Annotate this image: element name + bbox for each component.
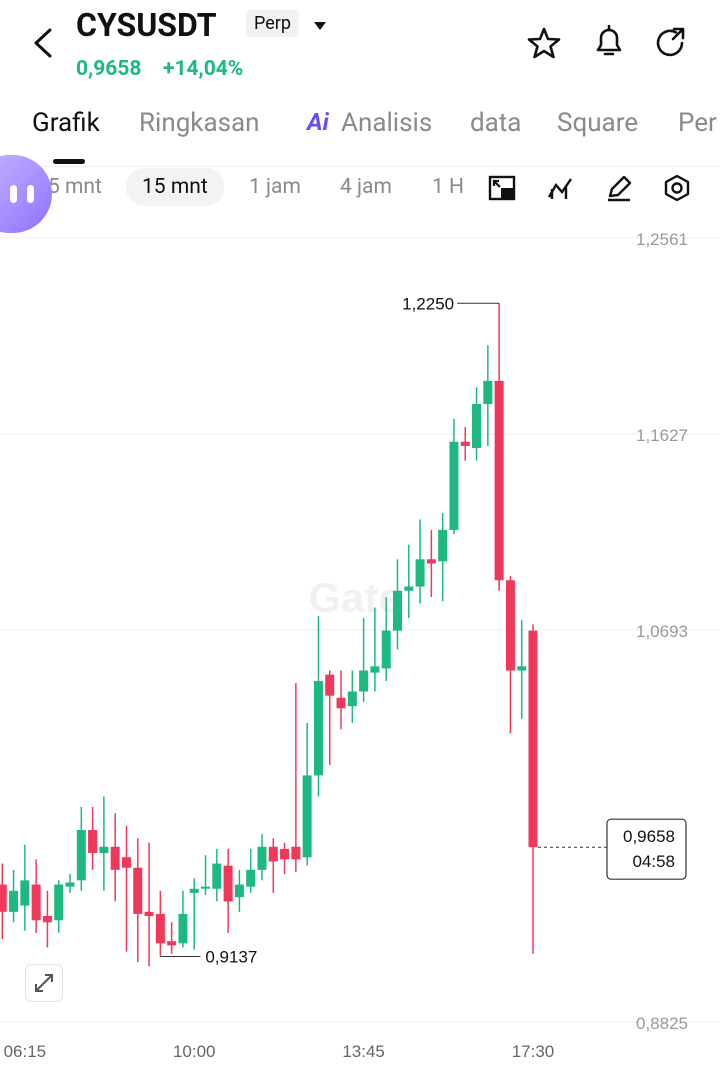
refresh-icon[interactable] — [654, 25, 690, 61]
candle-body — [381, 630, 391, 669]
y-tick-label: 0,8825 — [636, 1014, 688, 1033]
interval[interactable]: 1 jam — [249, 175, 301, 199]
x-tick-label: 17:30 — [512, 1042, 555, 1061]
tool-bar — [470, 170, 720, 206]
candle-body — [257, 846, 267, 870]
ai-icon: Ai — [307, 108, 329, 136]
candle-body — [42, 916, 52, 923]
y-tick-label: 1,2561 — [636, 230, 688, 249]
last-price-box — [606, 818, 687, 880]
fullscreen-button[interactable] — [25, 964, 63, 1002]
annotation-label: 0,9137 — [205, 948, 257, 967]
settings-icon[interactable] — [663, 174, 691, 202]
candle-body — [415, 559, 425, 587]
y-tick-label: 1,1627 — [636, 426, 688, 445]
candle-body — [359, 670, 369, 692]
candle-body — [291, 846, 301, 860]
candle-body — [528, 630, 538, 848]
candle-body — [223, 865, 233, 902]
candle-body — [472, 403, 482, 449]
price-change: +14,04% — [163, 57, 244, 81]
candle-body — [31, 884, 41, 921]
indicator-icon[interactable] — [546, 175, 574, 201]
candle-body — [0, 884, 7, 912]
perp-badge[interactable]: Perp — [246, 10, 299, 37]
candle-body — [517, 666, 527, 671]
candle-body — [178, 913, 188, 944]
candle-body — [280, 848, 290, 860]
candle-body — [234, 884, 244, 898]
candle-body — [347, 691, 357, 707]
interval[interactable]: 5 mnt — [48, 175, 102, 199]
candle-body — [88, 829, 98, 854]
candle-body — [392, 590, 402, 631]
candle-body — [438, 529, 448, 562]
x-tick-label: 10:00 — [173, 1042, 216, 1061]
tab-bar: Grafik Ringkasan Ai Analisis data Square… — [0, 108, 720, 144]
alert-icon[interactable] — [592, 24, 626, 60]
candle-body — [325, 674, 335, 696]
candle-body — [460, 441, 470, 446]
tab-indicator — [53, 159, 85, 164]
candle-body — [268, 846, 278, 862]
y-tick-label: 1,0693 — [636, 622, 688, 641]
last-price-label: 0,9658 — [623, 827, 675, 846]
candle-body — [121, 857, 131, 868]
candle-body — [167, 941, 177, 946]
candle-body — [302, 775, 312, 858]
back-button[interactable] — [28, 26, 58, 60]
candle-body — [212, 863, 222, 889]
tab[interactable]: Per — [678, 108, 717, 138]
favorite-icon[interactable] — [526, 26, 562, 60]
divider — [0, 166, 720, 167]
candle-body — [9, 890, 19, 912]
candle-body — [201, 886, 211, 889]
candle-body — [505, 580, 515, 671]
candle-body — [133, 867, 143, 914]
candle-body — [20, 880, 30, 906]
x-tick-label: 06:15 — [4, 1042, 47, 1061]
candle-body — [336, 697, 346, 709]
watermark: Gate — [308, 574, 401, 621]
candle-body — [370, 666, 380, 673]
countdown: 04:58 — [632, 852, 675, 871]
interval[interactable]: 4 jam — [340, 175, 392, 199]
candle-body — [65, 882, 75, 887]
candle-body — [404, 586, 414, 591]
expand-icon — [35, 974, 53, 992]
candle-body — [426, 559, 436, 564]
candle-body — [189, 888, 199, 893]
x-tick-label: 13:45 — [342, 1042, 385, 1061]
tab[interactable]: Square — [557, 108, 639, 138]
tab[interactable]: data — [470, 108, 522, 138]
candle-body — [99, 846, 109, 854]
tab[interactable]: Grafik — [32, 108, 100, 138]
tool-icon[interactable] — [488, 175, 516, 201]
last-price: 0,9658 — [76, 57, 142, 81]
candle-body — [144, 911, 154, 917]
candle-body — [76, 829, 86, 881]
interval[interactable]: 1 H — [432, 175, 464, 199]
interval-selected[interactable]: 15 mnt — [126, 168, 224, 206]
candle-body — [54, 884, 64, 921]
interval-bar: 5 mnt 15 mnt 1 jam 4 jam 1 H — [0, 168, 720, 208]
candle-body — [155, 913, 165, 944]
candle-body — [494, 380, 504, 581]
candle-body — [246, 869, 256, 887]
draw-icon[interactable] — [605, 174, 633, 202]
tab[interactable]: Analisis — [341, 108, 433, 138]
annotation-label: 1,2250 — [402, 294, 454, 313]
candle-body — [110, 846, 120, 870]
candle-body — [483, 380, 493, 404]
tab[interactable]: Ringkasan — [139, 108, 260, 138]
pair-title: CYSUSDT — [76, 6, 217, 44]
candle-body — [449, 441, 459, 530]
candle-body — [313, 680, 323, 776]
dropdown-icon[interactable] — [312, 20, 328, 32]
